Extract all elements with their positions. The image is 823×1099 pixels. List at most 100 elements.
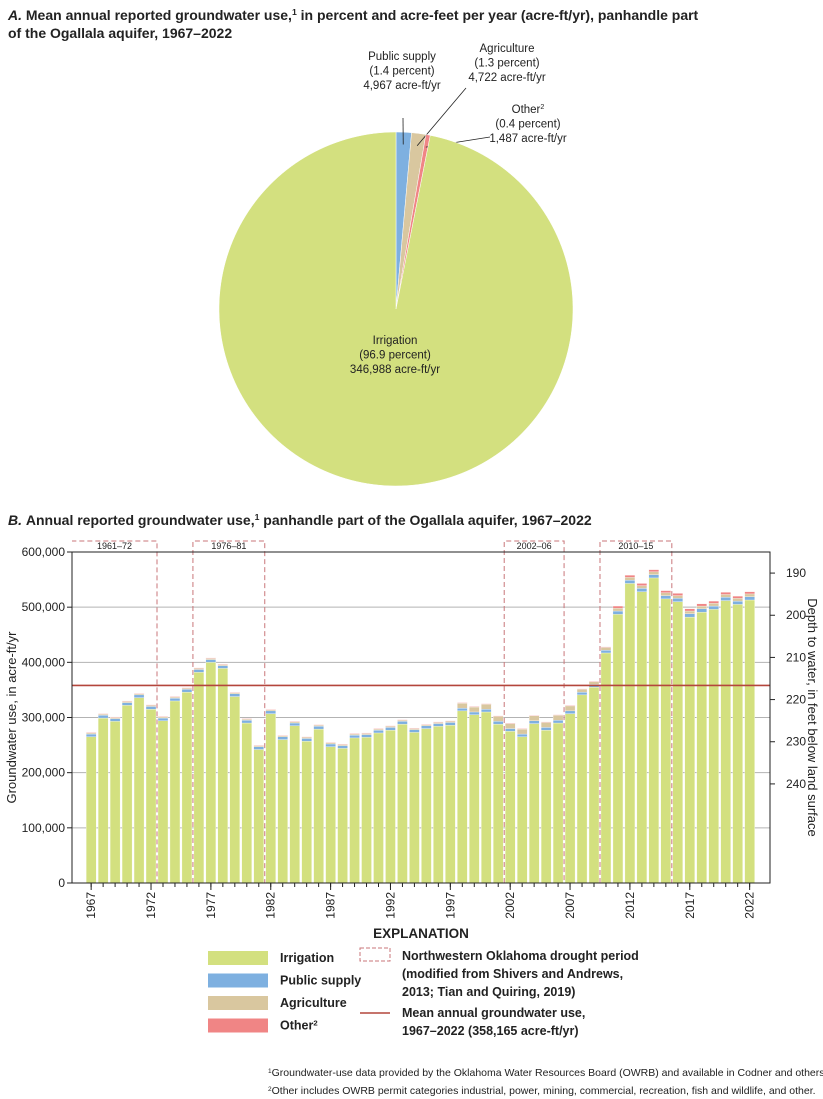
legend-label: 1967–2022 (358,165 acre-ft/yr) <box>402 1024 579 1038</box>
bar-segment <box>181 689 193 693</box>
bar-segment <box>121 701 133 703</box>
text-part: 1 <box>255 512 260 522</box>
bar-segment <box>732 604 743 884</box>
bar-segment <box>540 730 552 884</box>
bar-segment <box>409 728 420 730</box>
y2-tick-label: 220 <box>786 693 806 707</box>
bar-segment <box>457 707 468 712</box>
legend-drought-swatch <box>359 947 391 962</box>
bar-segment <box>253 746 264 750</box>
bar-segment <box>421 724 432 726</box>
bar-segment <box>600 647 612 651</box>
bar-segment <box>157 716 169 719</box>
text-part: 1 <box>292 7 297 17</box>
legend-label: Other2 <box>280 1018 318 1033</box>
bar-segment <box>229 696 240 884</box>
bar-segment <box>169 698 181 702</box>
y2-tick-label: 190 <box>786 566 806 580</box>
bar-segment <box>684 608 695 612</box>
bar-segment <box>337 745 348 749</box>
bar-segment <box>385 726 396 728</box>
bar-segment <box>289 721 300 723</box>
bar-segment <box>373 732 384 884</box>
bar-segment <box>720 594 731 598</box>
x-tick-label: 1997 <box>443 892 457 919</box>
bar-segment <box>744 591 755 595</box>
bar-segment <box>660 598 671 884</box>
legend-swatch <box>208 1018 268 1033</box>
bar-segment <box>325 742 336 744</box>
bar-segment <box>277 735 288 736</box>
bar-segment <box>337 748 348 884</box>
footnote: 1Groundwater-use data provided by the Ok… <box>268 1067 823 1079</box>
bar-segment <box>636 585 648 589</box>
bar-segment <box>265 710 276 714</box>
bar-segment <box>157 717 169 721</box>
bar-segment <box>301 741 312 884</box>
bar-segment <box>337 743 348 745</box>
bar-segment <box>564 713 576 884</box>
x-tick-label: 2007 <box>563 892 577 919</box>
bar-segment <box>397 720 408 722</box>
slice-percent: (0.4 percent) <box>495 119 560 131</box>
bar-segment <box>540 721 552 723</box>
y2-tick-label: 210 <box>786 650 806 664</box>
bar-segment <box>349 733 360 736</box>
slice-label: Irrigation <box>373 335 418 347</box>
y-tick-label: 500,000 <box>22 600 66 614</box>
bar-segment <box>600 646 612 648</box>
bar-segment <box>385 730 396 884</box>
y2-tick-label: 240 <box>786 777 806 791</box>
bar-segment <box>564 705 576 707</box>
bar-segment <box>409 729 420 733</box>
y2-tick-label: 200 <box>786 608 806 622</box>
bar-segment <box>469 714 480 884</box>
bar-segment <box>648 571 660 575</box>
bar-segment <box>636 588 648 592</box>
legend-label: (modified from Shivers and Andrews, <box>402 967 623 981</box>
bar-segment <box>540 722 552 728</box>
bar-segment <box>86 732 97 734</box>
bar-segment <box>157 716 169 718</box>
bar-segment <box>540 727 552 731</box>
bar-segment <box>576 689 588 693</box>
text-part: Public supply <box>280 974 361 988</box>
bar-segment <box>684 610 695 614</box>
bar-segment <box>109 716 121 718</box>
slice-acre-ft: 4,967 acre-ft/yr <box>363 80 441 92</box>
bar-segment <box>612 614 624 884</box>
bar-segment <box>145 704 157 706</box>
bar-segment <box>505 722 516 724</box>
bar-segment <box>169 700 181 884</box>
bar-segment <box>97 714 109 716</box>
bar-segment <box>469 706 480 708</box>
bar-segment <box>481 711 492 884</box>
bar-segment <box>397 721 408 725</box>
bar-segment <box>493 715 504 717</box>
bar-segment <box>349 733 360 735</box>
bar-segment <box>253 745 264 747</box>
text-part: Annual reported groundwater use, <box>26 512 255 528</box>
y-tick-label: 400,000 <box>22 655 66 669</box>
bar-segment <box>481 709 492 713</box>
bar-segment <box>457 710 468 884</box>
chart-title: B. Annual reported groundwater use,1 pan… <box>8 512 592 528</box>
y-tick-label: 600,000 <box>22 545 66 559</box>
bar-segment <box>648 574 660 579</box>
bar-segment <box>217 665 229 669</box>
bar-segment <box>445 722 456 726</box>
text-part: Groundwater-use data provided by the Okl… <box>272 1067 823 1079</box>
bar-segment <box>397 723 408 884</box>
bar-segment <box>421 728 432 884</box>
bar-segment <box>145 706 157 710</box>
bar-segment <box>349 735 360 739</box>
bar-segment <box>241 719 252 721</box>
bar-segment <box>552 714 564 716</box>
bar-segment <box>433 721 444 723</box>
bar-segment <box>205 657 217 659</box>
bar-segment <box>517 728 528 730</box>
bar-segment <box>445 720 456 722</box>
bar-segment <box>421 725 432 729</box>
bar-segment <box>421 723 432 725</box>
